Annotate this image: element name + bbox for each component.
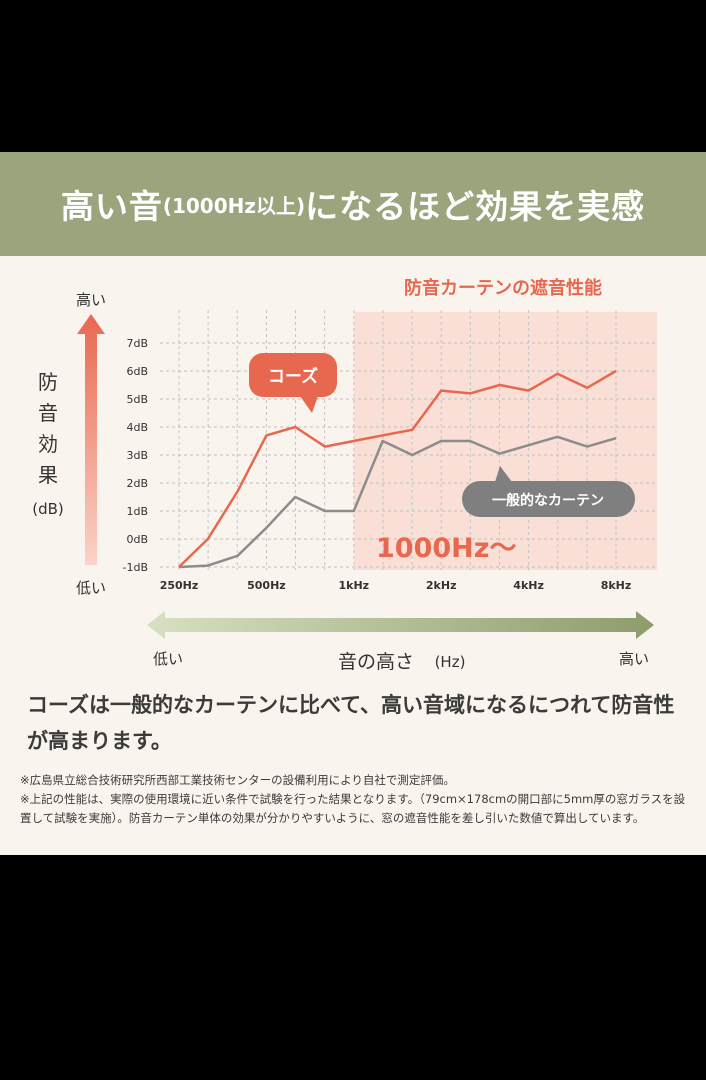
x-tick-label: 4kHz: [513, 579, 544, 592]
x-tick-label: 500Hz: [247, 579, 286, 592]
footnote-2: ※上記の性能は、実際の使用環境に近い条件で試験を行った結果となります。（79cm…: [20, 792, 686, 825]
y-title-char: 音: [38, 401, 58, 425]
x-left-label: 低い: [153, 650, 183, 668]
x-tick-label: 1kHz: [339, 579, 370, 592]
y-tick-labels: 7dB 6dB 5dB 4dB 3dB 2dB 1dB 0dB -1dB: [123, 337, 149, 574]
x-tick-label: 2kHz: [426, 579, 457, 592]
y-title-char: 果: [38, 463, 58, 487]
title-banner: 高い音 (1000Hz以上) になるほど効果を実感: [0, 152, 706, 256]
y-top-label: 高い: [76, 291, 106, 309]
y-axis-unit: (dB): [32, 500, 64, 518]
x-axis-title: 音の高さ: [338, 651, 414, 673]
x-right-label: 高い: [619, 650, 649, 668]
title-rest: になるほど効果を実感: [305, 187, 646, 226]
y-tick-label: 2dB: [126, 477, 148, 490]
y-axis-arrow: [77, 314, 105, 565]
footnotes: ※広島県立総合技術研究所西部工業技術センターの設備利用により自社で測定評価。 ※…: [20, 771, 692, 828]
x-tick-labels: 250Hz 500Hz 1kHz 2kHz 4kHz 8kHz: [160, 579, 632, 592]
series-line: [178, 369, 617, 568]
title-main: 高い音: [60, 187, 163, 226]
y-tick-label: 3dB: [126, 449, 148, 462]
y-tick-label: 4dB: [126, 421, 148, 434]
description: コーズは一般的なカーテンに比べて、高い音域になるにつれて防音性が高まります。: [27, 693, 675, 753]
y-tick-label: 5dB: [126, 393, 148, 406]
y-tick-label: 7dB: [126, 337, 148, 350]
y-tick-label: 0dB: [126, 533, 148, 546]
highlight-label: 防音カーテンの遮音性能: [404, 277, 602, 299]
footnote-1: ※広島県立総合技術研究所西部工業技術センターの設備利用により自社で測定評価。: [20, 773, 455, 787]
y-bottom-label: 低い: [76, 579, 106, 597]
kozu-callout-text: コーズ: [268, 366, 318, 387]
title-sub: (1000Hz以上): [162, 193, 306, 218]
series-line: [178, 435, 617, 569]
region-label: 1000Hz〜: [376, 533, 516, 564]
y-title-char: 効: [38, 432, 58, 456]
y-title-char: 防: [38, 370, 58, 394]
series-lines: [178, 369, 617, 569]
x-axis-arrow: [147, 611, 654, 639]
x-tick-label: 250Hz: [160, 579, 199, 592]
general-curtain-callout: 一般的なカーテン: [462, 466, 635, 517]
x-tick-label: 8kHz: [601, 579, 632, 592]
y-tick-label: 6dB: [126, 365, 148, 378]
y-tick-label: -1dB: [123, 561, 149, 574]
general-curtain-callout-text: 一般的なカーテン: [492, 492, 604, 509]
highlight-region: [354, 312, 657, 570]
y-tick-label: 1dB: [126, 505, 148, 518]
x-axis-unit: (Hz): [435, 653, 466, 671]
kozu-callout: コーズ: [249, 353, 337, 413]
